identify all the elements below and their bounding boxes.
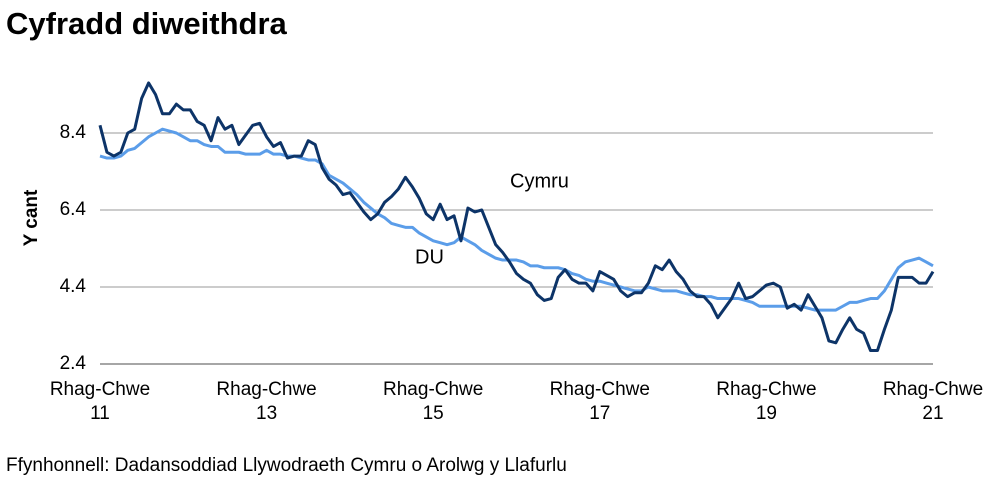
x-tick-label: Rhag-Chwe 19 (716, 379, 817, 424)
x-tick-label: Rhag-Chwe 11 (49, 379, 151, 424)
x-tick-label: Rhag-Chwe 17 (549, 379, 650, 424)
y-tick-label: 4.4 (60, 276, 87, 297)
y-axis-label: Y cant (21, 189, 42, 246)
series-line (99, 127, 934, 312)
annotation: Cymru (510, 170, 569, 192)
y-tick-label: 6.4 (60, 199, 87, 220)
y-tick-label: 8.4 (60, 122, 87, 143)
x-tick-label: Rhag-Chwe 13 (216, 379, 317, 424)
x-tick-label: Rhag-Chwe 15 (383, 379, 484, 424)
x-tick-label: Rhag-Chwe 21 (882, 379, 984, 424)
series-line (98, 81, 935, 353)
source: Ffynhonnell: Dadansoddiad Llywodraeth Cy… (6, 455, 567, 476)
annotation: DU (415, 246, 444, 268)
y-tick-label: 2.4 (60, 353, 87, 374)
chart-title: Cyfradd diweithdra (6, 6, 288, 41)
